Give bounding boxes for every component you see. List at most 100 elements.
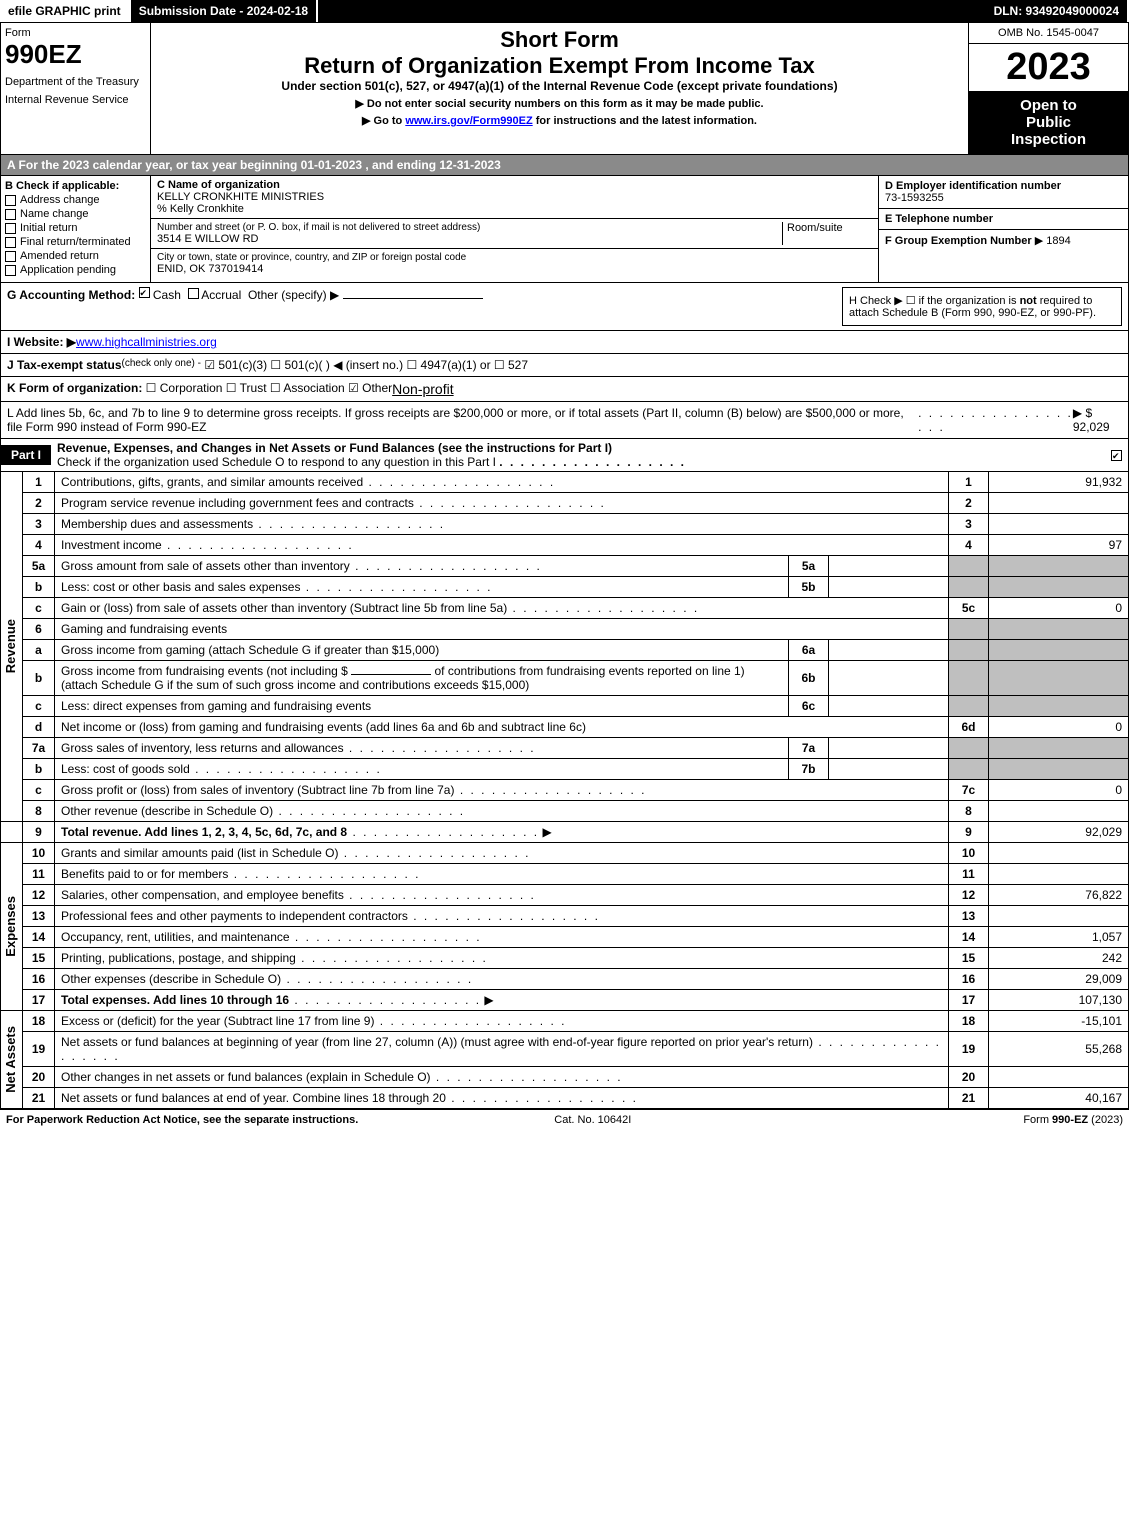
year-block: OMB No. 1545-0047 2023 Open to Public In… xyxy=(968,23,1128,154)
i-label: I Website: ▶ xyxy=(7,335,76,349)
line-7c-num: c xyxy=(23,780,55,801)
line-15-val: 242 xyxy=(989,948,1129,969)
line-7b-grey2 xyxy=(989,759,1129,780)
line-21-rnum: 21 xyxy=(949,1088,989,1109)
group-exemption-value: ▶ 1894 xyxy=(1035,235,1071,247)
return-title: Return of Organization Exempt From Incom… xyxy=(155,53,964,79)
line-7a-grey2 xyxy=(989,738,1129,759)
footer-right-pre: Form xyxy=(1023,1114,1052,1126)
k-options: ☐ Corporation ☐ Trust ☐ Association ☑ Ot… xyxy=(146,381,392,397)
chk-name-change[interactable] xyxy=(5,209,16,220)
line-6a-mnum: 6a xyxy=(789,640,829,661)
footer-right: Form 990-EZ (2023) xyxy=(1023,1114,1123,1126)
line-5c-val: 0 xyxy=(989,598,1129,619)
efile-print[interactable]: efile GRAPHIC print xyxy=(0,0,131,22)
line-18-desc: Excess or (deficit) for the year (Subtra… xyxy=(61,1014,374,1028)
form-label: Form xyxy=(5,27,146,39)
city-label: City or town, state or province, country… xyxy=(157,252,872,263)
line-16-rnum: 16 xyxy=(949,969,989,990)
lbl-amended: Amended return xyxy=(20,250,99,262)
chk-cash[interactable] xyxy=(139,287,150,298)
line-17-rnum: 17 xyxy=(949,990,989,1011)
line-6-grey2 xyxy=(989,619,1129,640)
line-19-rnum: 19 xyxy=(949,1032,989,1067)
line-16-num: 16 xyxy=(23,969,55,990)
line-6d-num: d xyxy=(23,717,55,738)
expenses-vlabel: Expenses xyxy=(1,892,20,961)
line-21-val: 40,167 xyxy=(989,1088,1129,1109)
lbl-name-change: Name change xyxy=(20,208,89,220)
line-4-rnum: 4 xyxy=(949,535,989,556)
e-label: E Telephone number xyxy=(885,213,1122,225)
goto-pre: ▶ Go to xyxy=(362,115,405,127)
line-7b-desc: Less: cost of goods sold xyxy=(61,762,190,776)
chk-amended[interactable] xyxy=(5,251,16,262)
part-1-chk-line: Check if the organization used Schedule … xyxy=(57,455,496,469)
irs-link[interactable]: www.irs.gov/Form990EZ xyxy=(405,115,532,127)
line-20-desc: Other changes in net assets or fund bala… xyxy=(61,1070,431,1084)
row-j: J Tax-exempt status (check only one) - ☑… xyxy=(0,354,1129,377)
line-10-rnum: 10 xyxy=(949,843,989,864)
line-1-num: 1 xyxy=(23,472,55,493)
line-14-val: 1,057 xyxy=(989,927,1129,948)
section-a: A For the 2023 calendar year, or tax yea… xyxy=(0,155,1129,176)
open-line-3: Inspection xyxy=(975,131,1122,148)
chk-final-return[interactable] xyxy=(5,237,16,248)
addr-label: Number and street (or P. O. box, if mail… xyxy=(157,222,782,233)
chk-app-pending[interactable] xyxy=(5,265,16,276)
line-21-num: 21 xyxy=(23,1088,55,1109)
line-17-desc: Total expenses. Add lines 10 through 16 xyxy=(61,993,289,1007)
chk-address-change[interactable] xyxy=(5,195,16,206)
line-20-num: 20 xyxy=(23,1067,55,1088)
city-line: ENID, OK 737019414 xyxy=(157,263,872,275)
revenue-vlabel: Revenue xyxy=(1,615,20,677)
line-13-rnum: 13 xyxy=(949,906,989,927)
line-7a-mval xyxy=(829,738,949,759)
dept-irs: Internal Revenue Service xyxy=(5,94,146,106)
line-10-desc: Grants and similar amounts paid (list in… xyxy=(61,846,338,860)
l-value: ▶ $ 92,029 xyxy=(1073,406,1122,434)
line-5a-grey xyxy=(949,556,989,577)
line-7c-val: 0 xyxy=(989,780,1129,801)
line-19-desc: Net assets or fund balances at beginning… xyxy=(61,1035,813,1049)
line-1-desc: Contributions, gifts, grants, and simila… xyxy=(61,475,363,489)
website-link[interactable]: www.highcallministries.org xyxy=(76,335,217,349)
line-3-desc: Membership dues and assessments xyxy=(61,517,253,531)
chk-schedule-o[interactable] xyxy=(1111,450,1122,461)
line-1-val: 91,932 xyxy=(989,472,1129,493)
line-6b-num: b xyxy=(23,661,55,696)
k-label: K Form of organization: xyxy=(7,381,142,397)
line-16-desc: Other expenses (describe in Schedule O) xyxy=(61,972,281,986)
g-label: G Accounting Method: xyxy=(7,288,135,302)
under-section: Under section 501(c), 527, or 4947(a)(1)… xyxy=(155,79,964,93)
line-13-desc: Professional fees and other payments to … xyxy=(61,909,408,923)
lbl-app-pending: Application pending xyxy=(20,264,116,276)
chk-initial-return[interactable] xyxy=(5,223,16,234)
line-9-val: 92,029 xyxy=(989,822,1129,843)
line-4-desc: Investment income xyxy=(61,538,162,552)
line-6c-mval xyxy=(829,696,949,717)
dept-treasury: Department of the Treasury xyxy=(5,76,146,88)
part-1-title-text: Revenue, Expenses, and Changes in Net As… xyxy=(57,441,612,455)
f-label: F Group Exemption Number xyxy=(885,235,1032,247)
lbl-cash: Cash xyxy=(153,288,181,302)
line-18-rnum: 18 xyxy=(949,1011,989,1032)
line-21-desc: Net assets or fund balances at end of ye… xyxy=(61,1091,446,1105)
line-7a-mnum: 7a xyxy=(789,738,829,759)
line-12-num: 12 xyxy=(23,885,55,906)
short-form: Short Form xyxy=(155,27,964,53)
tax-year: 2023 xyxy=(969,44,1128,91)
line-19-val: 55,268 xyxy=(989,1032,1129,1067)
chk-accrual[interactable] xyxy=(188,288,199,299)
line-5b-grey xyxy=(949,577,989,598)
line-14-rnum: 14 xyxy=(949,927,989,948)
line-6b-mval xyxy=(829,661,949,696)
line-3-rnum: 3 xyxy=(949,514,989,535)
j-label: J Tax-exempt status xyxy=(7,358,122,372)
b-title: B Check if applicable: xyxy=(5,180,146,192)
h-not: not xyxy=(1020,295,1037,307)
line-6c-desc: Less: direct expenses from gaming and fu… xyxy=(61,699,371,713)
line-5b-mval xyxy=(829,577,949,598)
line-6-desc: Gaming and fundraising events xyxy=(55,619,949,640)
dln: DLN: 93492049000024 xyxy=(986,0,1129,22)
